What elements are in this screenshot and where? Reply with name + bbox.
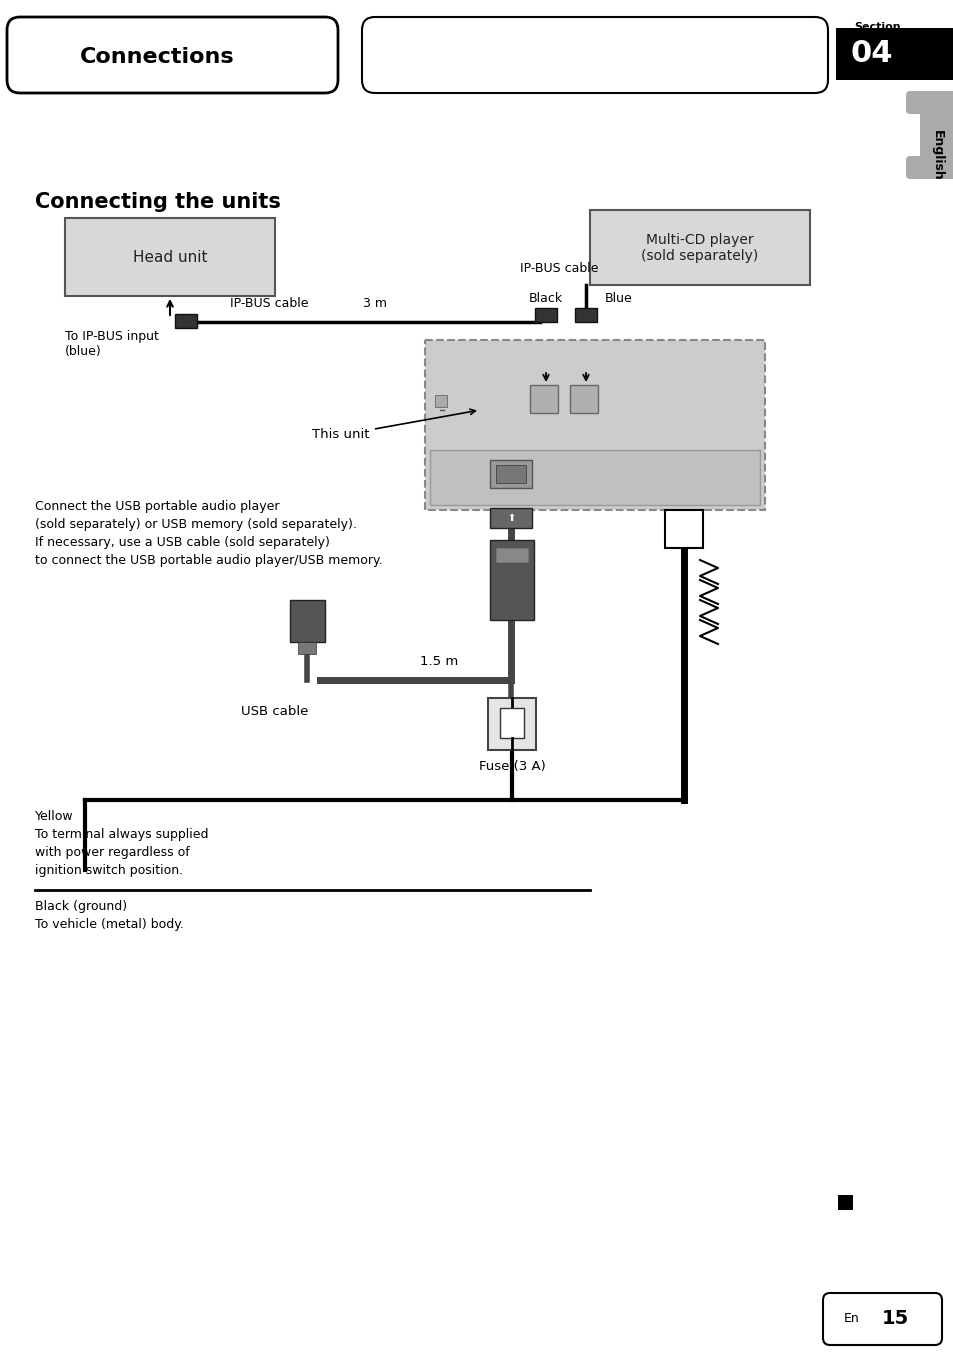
Text: IP-BUS cable: IP-BUS cable: [230, 297, 308, 310]
Text: Yellow
To terminal always supplied
with power regardless of
ignition switch posi: Yellow To terminal always supplied with …: [35, 810, 209, 877]
Bar: [575, 308, 597, 322]
FancyBboxPatch shape: [835, 28, 953, 80]
Text: 3 m: 3 m: [363, 297, 387, 310]
Bar: [297, 642, 315, 654]
Text: En: En: [843, 1313, 859, 1325]
Text: Connect the USB portable audio player
(sold separately) or USB memory (sold sepa: Connect the USB portable audio player (s…: [35, 500, 382, 566]
Bar: [499, 708, 523, 738]
Text: ⬆: ⬆: [506, 512, 515, 523]
Bar: [488, 698, 536, 750]
Text: 04: 04: [850, 39, 892, 69]
Bar: [435, 395, 447, 407]
FancyBboxPatch shape: [905, 155, 953, 178]
Text: Section: Section: [854, 22, 901, 32]
Text: 15: 15: [881, 1310, 907, 1329]
Text: English: English: [929, 130, 943, 180]
Text: 1.5 m: 1.5 m: [419, 654, 457, 668]
Bar: [430, 450, 760, 506]
Bar: [496, 465, 525, 483]
Text: Multi-CD player
(sold separately): Multi-CD player (sold separately): [640, 233, 758, 264]
Bar: [535, 308, 557, 322]
Bar: [899, 28, 953, 80]
FancyBboxPatch shape: [7, 18, 337, 93]
Bar: [530, 385, 558, 412]
Bar: [174, 314, 196, 329]
Bar: [589, 210, 809, 285]
Text: USB cable: USB cable: [241, 704, 309, 718]
Text: Black: Black: [528, 292, 562, 306]
Bar: [290, 600, 325, 642]
Text: To IP-BUS input
(blue): To IP-BUS input (blue): [65, 330, 159, 358]
Text: Black (ground)
To vehicle (metal) body.: Black (ground) To vehicle (metal) body.: [35, 900, 184, 932]
Bar: [65, 218, 274, 296]
Bar: [490, 508, 532, 529]
Bar: [837, 1195, 852, 1210]
Bar: [919, 95, 953, 174]
Text: Connecting the units: Connecting the units: [35, 192, 280, 212]
Text: Blue: Blue: [604, 292, 632, 306]
FancyBboxPatch shape: [361, 18, 827, 93]
FancyBboxPatch shape: [905, 91, 953, 114]
Bar: [496, 548, 527, 562]
Bar: [490, 460, 532, 488]
Text: Connections: Connections: [80, 47, 234, 68]
Text: This unit: This unit: [313, 410, 475, 442]
Text: IP-BUS cable: IP-BUS cable: [519, 262, 598, 274]
Bar: [664, 510, 702, 548]
Text: Head unit: Head unit: [132, 250, 207, 265]
Text: Fuse (3 A): Fuse (3 A): [478, 760, 545, 773]
Bar: [424, 339, 764, 510]
FancyBboxPatch shape: [822, 1293, 941, 1345]
Bar: [490, 539, 534, 621]
Bar: [569, 385, 598, 412]
